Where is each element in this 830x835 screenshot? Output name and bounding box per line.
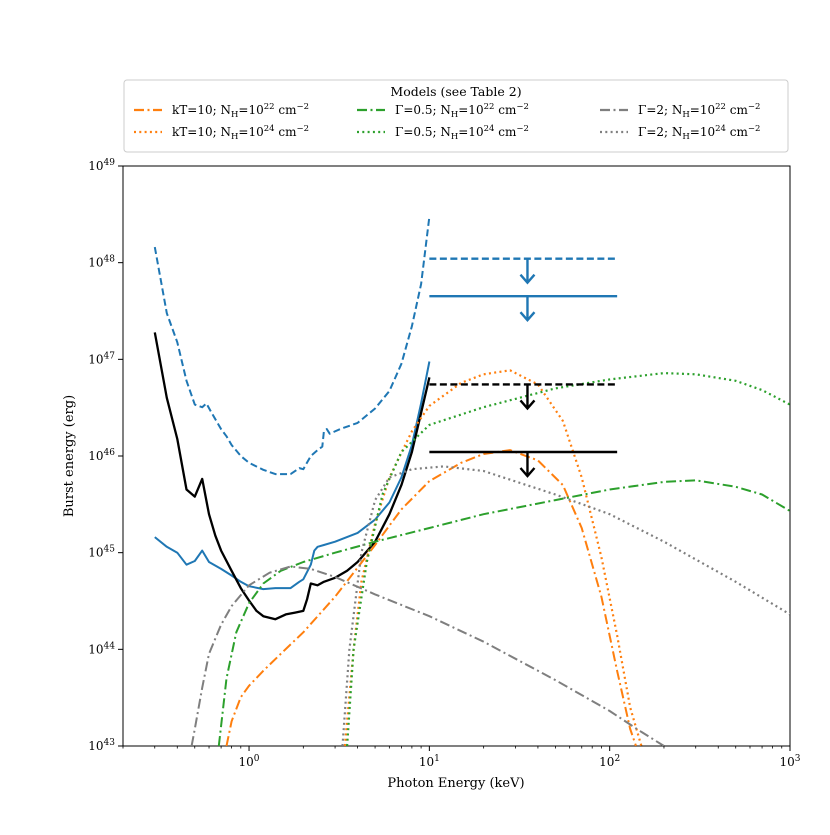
series-gamma05-nh24 [346,372,790,746]
series-sensitivity-blue-dashed [153,216,431,476]
series-layer [153,216,790,746]
legend-title: Models (see Table 2) [390,84,521,99]
legend-frame [123,79,789,153]
x-tick-label: 100 [239,754,260,769]
x-tick-label: 103 [779,754,800,769]
legend-label: Γ=2; NH=1024 cm−2 [638,124,760,142]
legend-entry: kT=10; NH=1022 cm−2 [134,102,309,120]
series-kT10-nh24 [343,369,643,746]
y-axis-label: Burst energy (erg) [62,395,77,517]
x-tick-label: 101 [419,754,440,769]
x-tick-label: 102 [599,754,620,769]
legend-label: kT=10; NH=1024 cm−2 [172,124,309,142]
series-gamma05-nh22 [217,479,790,746]
legend-label: Γ=2; NH=1022 cm−2 [638,102,760,120]
legend-entry: Γ=2; NH=1024 cm−2 [600,124,760,142]
series-kT10-nh22 [225,449,637,746]
y-tick-label: 1045 [88,545,115,560]
y-tick-label: 1047 [88,351,115,366]
x-axis-label: Photon Energy (keV) [387,776,524,791]
legend-entry: Γ=0.5; NH=1024 cm−2 [357,124,529,142]
legend-label: kT=10; NH=1022 cm−2 [172,102,309,120]
upper-limit-black-solid-arrow-head [519,467,536,478]
upper-limit-black-dashed-arrow-head [519,399,536,411]
legend-entry: Γ=0.5; NH=1022 cm−2 [357,102,529,120]
axis-ticks: 100 101 102 103 1043 1044 1045 1046 1047 1048 1049 [88,158,801,769]
series-gamma2-nh22 [190,565,665,746]
series-sensitivity-black [153,332,431,621]
legend-entry: Γ=2; NH=1022 cm−2 [600,102,760,120]
upper-limits-layer [429,257,618,478]
series-gamma2-nh24 [341,465,790,746]
upper-limit-blue-solid-arrow-head [519,311,536,323]
y-tick-label: 1049 [88,158,115,173]
legend-label: Γ=0.5; NH=1024 cm−2 [395,124,529,142]
legend-label: Γ=0.5; NH=1022 cm−2 [395,102,529,120]
upper-limit-blue-dashed-arrow-head [519,273,536,285]
y-tick-label: 1046 [88,448,115,463]
y-tick-label: 1044 [88,641,115,656]
series-sensitivity-blue-solid [154,361,431,591]
legend: Models (see Table 2) kT=10; NH=1022 cm−2… [123,79,789,153]
y-tick-label: 1048 [88,255,115,270]
legend-entries: kT=10; NH=1022 cm−2 kT=10; NH=1024 cm−2 Γ=… [134,102,760,142]
y-tick-label: 1043 [88,738,115,753]
plot-area [122,165,791,747]
legend-entry: kT=10; NH=1024 cm−2 [134,124,309,142]
